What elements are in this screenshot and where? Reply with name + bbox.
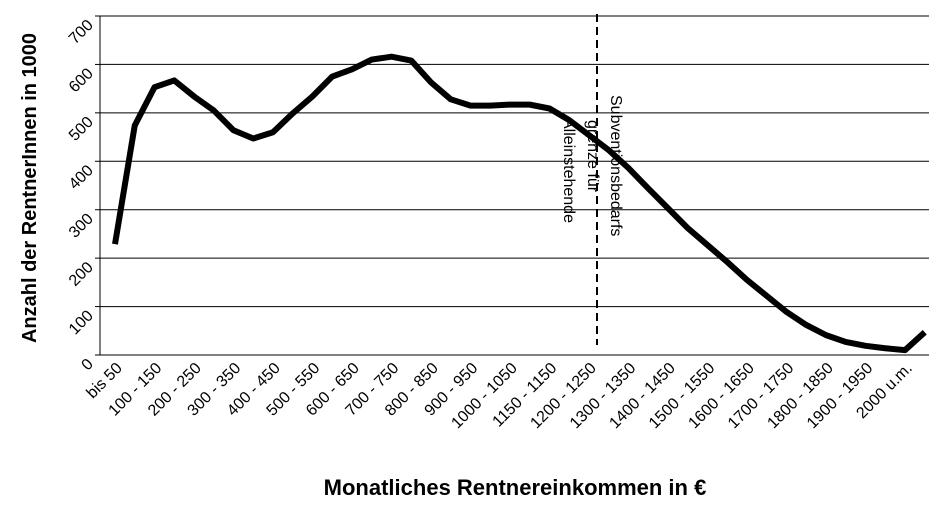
y-tick-label: 200 [66, 259, 97, 290]
y-tick-label: 300 [66, 210, 97, 241]
y-tick-label: 500 [66, 114, 97, 145]
y-tick-label: 600 [66, 65, 97, 96]
x-axis-title: Monatliches Rentnereinkommen in € [324, 475, 707, 500]
data-line [112, 53, 927, 354]
y-tick-label: 100 [66, 307, 97, 338]
annotation-line: Subventionsbedarfs [607, 95, 624, 236]
y-tick-label: 400 [66, 162, 97, 193]
y-axis-title: Anzahl der RentnerInnen in 1000 [19, 33, 41, 343]
y-tick-label: 0 [79, 356, 97, 374]
annotation: Subventionsbedarfs grenze für Alleinsteh… [560, 95, 624, 236]
annotation-line: Alleinstehende [560, 118, 577, 223]
y-tick-label: 700 [66, 17, 97, 48]
